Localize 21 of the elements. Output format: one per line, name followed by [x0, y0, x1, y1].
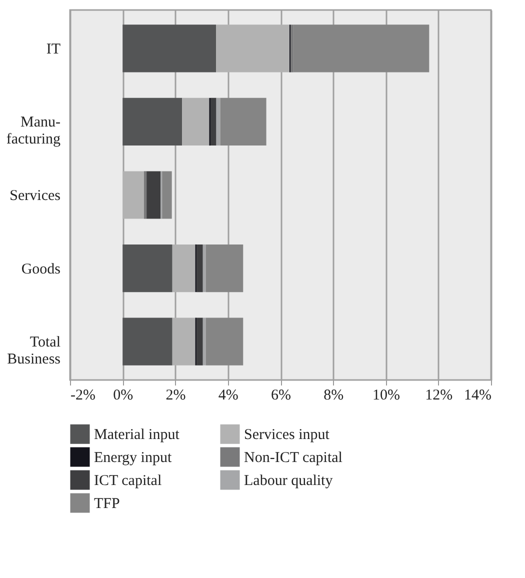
legend-label: Material input: [94, 427, 180, 444]
y-tick-label: Total Business: [7, 334, 61, 368]
y-tick-label: IT: [46, 41, 60, 58]
x-tick-label: 0%: [113, 388, 134, 404]
x-tick-label: 14%: [464, 388, 492, 404]
legend-label: Services input: [244, 427, 330, 444]
legend-label: Labour quality: [244, 473, 334, 489]
legend-label: Non-ICT capital: [244, 450, 342, 466]
x-tick-label: 6%: [271, 388, 291, 404]
y-tick-label: Goods: [21, 261, 61, 278]
legend-label: TFP: [94, 496, 120, 512]
x-tick-label: -2%: [70, 388, 96, 404]
x-tick-label: 12%: [425, 388, 453, 404]
x-tick-label: 4%: [218, 388, 238, 404]
y-tick-label: Services: [10, 188, 61, 204]
legend-label: ICT capital: [94, 473, 162, 489]
legend-label: Energy input: [94, 450, 172, 466]
y-tick-label: Manu- facturing: [6, 114, 61, 148]
x-tick-label: 8%: [324, 388, 344, 404]
x-tick-label: 10%: [372, 388, 400, 404]
x-tick-label: 2%: [166, 388, 186, 404]
